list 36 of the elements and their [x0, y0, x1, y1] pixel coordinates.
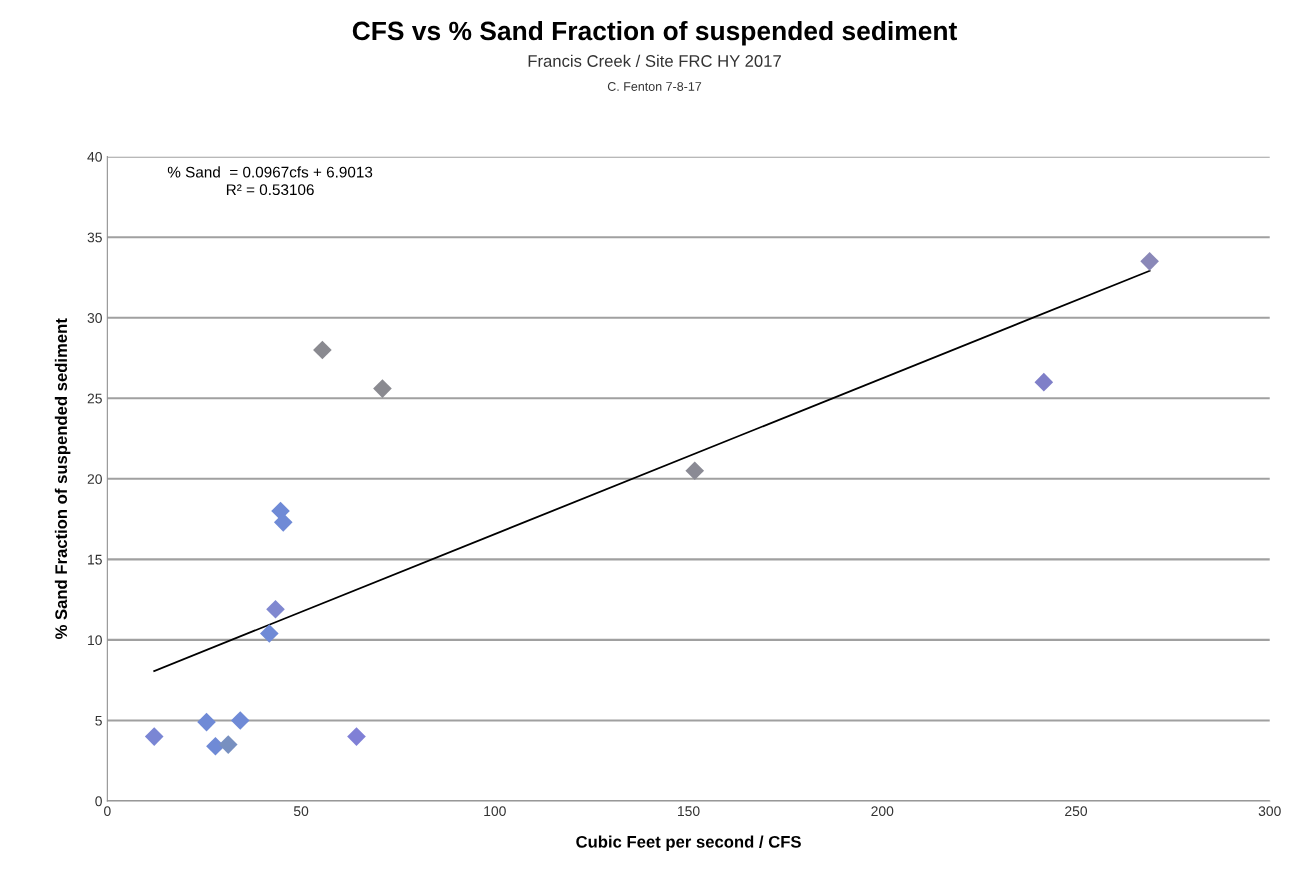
point [218, 735, 238, 754]
point [685, 461, 705, 481]
point [197, 712, 216, 732]
y-tick-label: 30 [87, 313, 102, 323]
point [1034, 372, 1054, 392]
y-axis-title: % Sand Fraction of suspended sediment [54, 318, 71, 640]
y-tick-label: 20 [87, 474, 102, 484]
point [230, 711, 250, 730]
x-tick-label: 250 [1065, 806, 1088, 817]
y-tick-label: 15 [88, 554, 102, 565]
x-tick-label: 150 [678, 806, 700, 817]
x-axis-title: Cubic Feet per second / CFS [576, 835, 801, 852]
point [206, 736, 225, 756]
chart-subtitle: Francis Creek / Site FRC HY 2017 [528, 54, 781, 67]
point [373, 379, 392, 398]
point [273, 513, 293, 532]
text: C. Fenton 7-8-17 [607, 82, 702, 91]
y-tick-label: 0 [95, 796, 102, 807]
x-tick-label: 100 [484, 806, 506, 817]
y-tick-label: 40 [87, 151, 102, 162]
point [259, 624, 279, 643]
x-tick-label: 0 [104, 806, 111, 817]
y-tick-label: 35 [87, 232, 102, 243]
point [266, 599, 285, 619]
chart-title: CFS vs % Sand Fraction of suspended sediment [352, 20, 957, 46]
x-tick-label: 300 [1258, 806, 1281, 817]
point [347, 727, 366, 746]
x-tick-label: 50 [293, 806, 309, 817]
y-tick-label: 10 [88, 635, 102, 646]
y-tick-label: 5 [95, 715, 102, 726]
point [144, 727, 164, 746]
x-tick-label: 200 [871, 806, 894, 817]
y-tick-label: 25 [87, 393, 102, 404]
point [313, 340, 332, 360]
point [1140, 252, 1159, 271]
annotation: % Sand = 0.0967cfs + 6.9013 R² = 0.53106 [167, 166, 373, 196]
